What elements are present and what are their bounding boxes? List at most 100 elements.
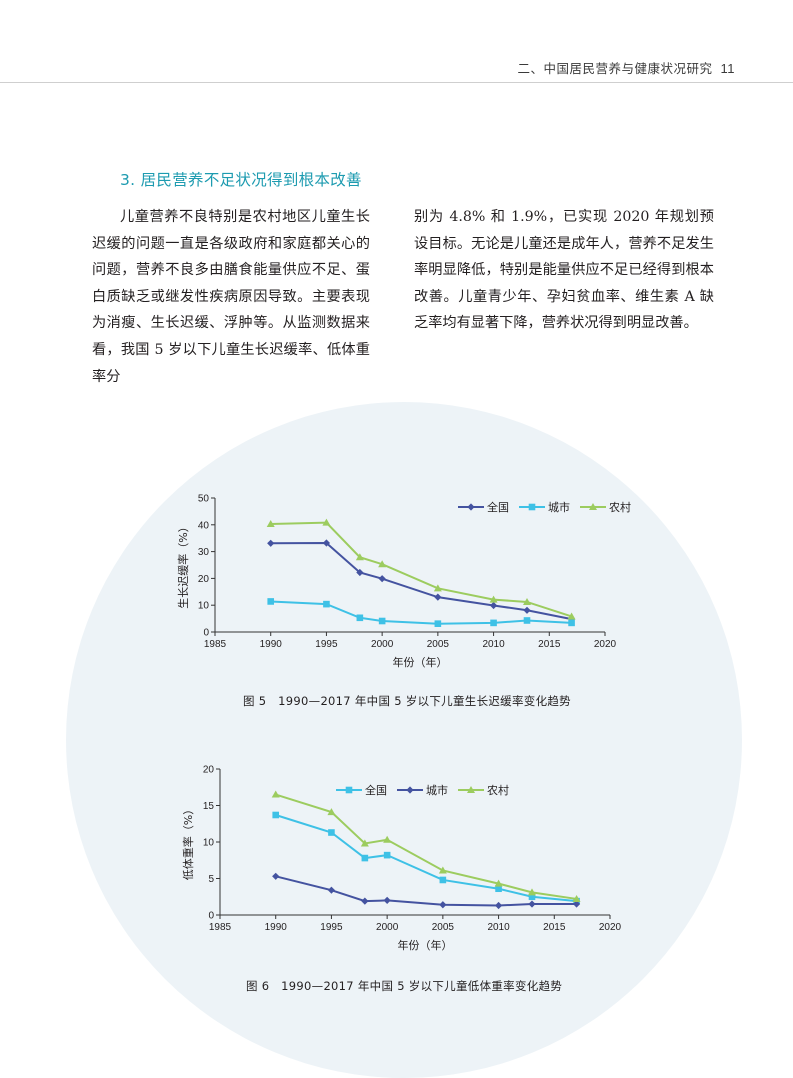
chart2-data-point xyxy=(383,896,391,904)
chart1-data-point xyxy=(523,606,531,614)
chart2-legend-marker xyxy=(345,786,353,794)
figure-5-caption: 图 5 1990—2017 年中国 5 岁以下儿童生长迟缓率变化趋势 xyxy=(243,694,571,708)
running-header: 二、中国居民营养与健康状况研究 11 xyxy=(517,58,735,77)
body-right-column: 别为 4.8% 和 1.9%，已实现 2020 年规划预设目标。无论是儿童还是成… xyxy=(414,209,714,332)
chart1-legend-label: 农村 xyxy=(609,500,631,514)
chart1-y-tick-label: 0 xyxy=(203,628,209,639)
chart1-data-point xyxy=(378,617,386,625)
running-title: 二、中国居民营养与健康状况研究 xyxy=(517,61,713,76)
chart2-data-point xyxy=(360,839,369,847)
chart1-x-tick-label: 1990 xyxy=(260,639,283,650)
chart2-data-point xyxy=(271,790,280,798)
chart2-y-tick-label: 5 xyxy=(208,874,214,885)
chart2-data-point xyxy=(572,894,581,902)
body-left-column: 儿童营养不良特别是农村地区儿童生长迟缓的问题一直是各级政府和家庭都关心的问题，营… xyxy=(92,209,370,385)
chart1-x-tick-label: 2005 xyxy=(427,639,450,650)
figure-background-circle xyxy=(66,402,742,1078)
chart1-data-point xyxy=(434,593,442,601)
chart1-series-line-2 xyxy=(270,521,572,618)
chart1-series-line-1 xyxy=(270,600,572,625)
chart2-data-point xyxy=(439,876,447,884)
chart1-data-point xyxy=(434,620,442,627)
chart2-x-tick-label: 2005 xyxy=(432,922,455,933)
chart2-data-point xyxy=(327,886,336,894)
chart1-series-line-0 xyxy=(270,542,572,621)
chart1-data-point xyxy=(378,575,386,583)
chart2-series-line-0 xyxy=(275,814,577,903)
chart2-data-point xyxy=(528,888,536,896)
chart2-data-point xyxy=(327,808,336,816)
chart1-y-tick-label: 40 xyxy=(198,520,210,531)
chart1-data-point xyxy=(356,568,364,577)
chart1-legend-label: 全国 xyxy=(487,500,509,514)
chart2-data-point xyxy=(438,866,447,874)
chart2-data-point xyxy=(272,872,280,880)
chart2-y-axis-label: 低体重率（%） xyxy=(181,804,195,880)
chart2-y-tick-label: 10 xyxy=(203,838,215,849)
chart2-data-point xyxy=(495,885,502,893)
chart2-x-tick-label: 2000 xyxy=(376,922,399,933)
figure-6-caption: 图 6 1990—2017 年中国 5 岁以下儿童低体重率变化趋势 xyxy=(246,979,563,993)
page-number: 11 xyxy=(720,61,735,76)
chart1-legend-marker xyxy=(467,503,475,511)
chart1-legend-marker xyxy=(589,503,597,510)
chart2-data-point xyxy=(361,854,369,862)
chart1-legend-marker xyxy=(528,503,536,511)
chart1-data-point xyxy=(267,598,275,605)
chart2-x-tick-label: 2015 xyxy=(543,922,566,933)
chart1-data-point xyxy=(433,584,442,592)
chart2-x-tick-label: 2020 xyxy=(599,922,622,933)
chart2-legend-label: 农村 xyxy=(487,783,509,797)
chart1-data-point xyxy=(489,601,498,610)
chart1-data-point xyxy=(490,619,497,627)
chart2-data-point xyxy=(328,829,335,836)
chart2-x-axis-label: 年份（年） xyxy=(398,938,453,952)
chart1-x-tick-label: 1995 xyxy=(315,639,338,650)
stunting-rate-chart: 0 10 20 30 40 50 1985 1990 1995 2000 2005 2010 2015 2… xyxy=(176,494,631,670)
underweight-rate-chart: 0 5 10 15 20 1985 1990 1995 2000 2005 2010 2015 2020… xyxy=(181,765,622,953)
chart2-data-point xyxy=(383,851,391,859)
chart2-y-tick-label: 20 xyxy=(203,765,215,776)
chart1-x-tick-label: 2010 xyxy=(482,639,505,650)
chart2-x-tick-label: 2010 xyxy=(487,922,510,933)
chart1-data-point xyxy=(355,553,364,561)
chart1-data-point xyxy=(356,614,364,622)
chart1-y-tick-label: 10 xyxy=(198,601,210,612)
chart2-x-tick-label: 1995 xyxy=(320,922,343,933)
chart1-data-point xyxy=(322,518,331,526)
chart1-legend-label: 城市 xyxy=(548,500,570,514)
chart1-y-axis-label: 生长迟缓率（%） xyxy=(176,521,190,608)
chart1-data-point xyxy=(323,600,330,608)
chart1-x-tick-label: 2015 xyxy=(538,639,561,650)
chart2-x-tick-label: 1990 xyxy=(265,922,288,933)
chart2-legend-label: 全国 xyxy=(365,783,387,797)
chart1-y-tick-label: 30 xyxy=(198,547,210,558)
chart1-data-point xyxy=(523,617,531,624)
chart2-data-point xyxy=(494,879,503,887)
chart1-data-point xyxy=(266,519,275,527)
chart2-data-point xyxy=(383,835,392,843)
chart1-x-tick-label: 2020 xyxy=(594,639,617,650)
chart1-data-point xyxy=(568,619,575,627)
chart1-y-tick-label: 50 xyxy=(198,494,210,505)
chart1-y-tick-label: 20 xyxy=(198,574,210,585)
chart1-data-point xyxy=(489,595,498,603)
chart2-data-point xyxy=(439,901,447,909)
chart2-data-point xyxy=(528,893,536,901)
chart1-x-tick-label: 2000 xyxy=(371,639,394,650)
chart2-data-point xyxy=(272,811,280,819)
chart2-legend-marker xyxy=(467,786,475,793)
chart2-series-line-2 xyxy=(275,793,577,900)
chart1-x-axis-label: 年份（年） xyxy=(393,655,448,669)
chart2-data-point xyxy=(361,897,369,905)
chart1-data-point xyxy=(567,612,576,620)
chart2-y-tick-label: 0 xyxy=(208,911,214,922)
chart1-data-point xyxy=(523,597,531,605)
chart2-legend-label: 城市 xyxy=(426,783,448,797)
chart2-data-point xyxy=(572,900,581,908)
header-rule xyxy=(0,82,793,83)
chart1-data-point xyxy=(267,539,275,547)
section-title: 3. 居民营养不足状况得到根本改善 xyxy=(120,171,362,189)
chart2-series-line-1 xyxy=(275,875,577,907)
chart2-x-tick-label: 1985 xyxy=(209,922,232,933)
